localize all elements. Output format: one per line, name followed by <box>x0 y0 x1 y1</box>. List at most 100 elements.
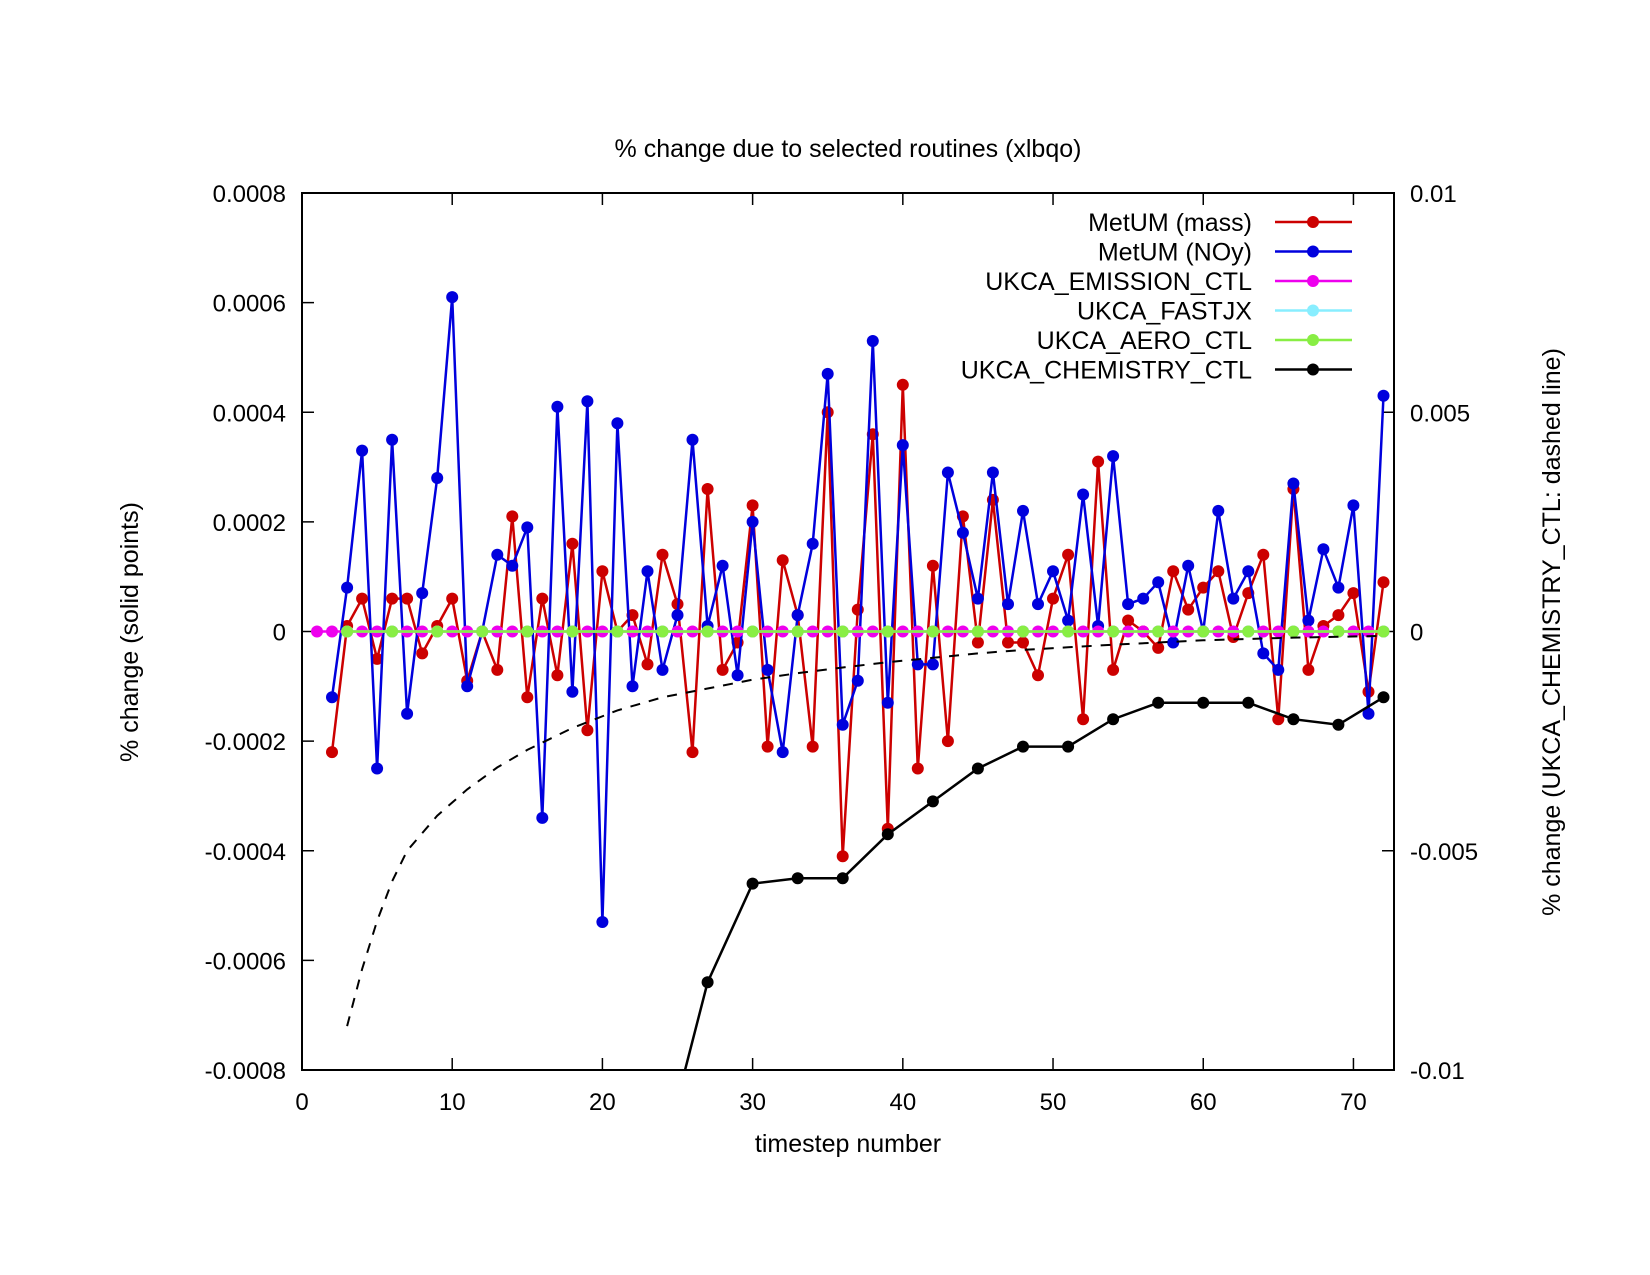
data-point-metum-mass <box>1212 565 1225 578</box>
y2-tick-label: 0.005 <box>1410 400 1470 427</box>
data-point-metum-noy <box>1362 707 1375 720</box>
data-point-ukca-chemistry-ctl <box>926 795 939 808</box>
data-point-metum-noy <box>866 335 879 347</box>
data-point-ukca-aero-ctl <box>611 625 624 638</box>
data-point-metum-noy <box>431 472 444 484</box>
data-point-ukca-chemistry-ctl <box>1017 740 1029 753</box>
data-point-metum-mass <box>1017 636 1029 649</box>
y-tick-label: -0.0006 <box>205 948 286 975</box>
data-point-metum-mass <box>1092 455 1105 468</box>
axis-ticks: 0 10 20 30 40 50 60 70 0.0008 0.0006 0.0004 0.0002 0… <box>205 181 1478 1116</box>
data-point-metum-noy <box>1347 499 1360 512</box>
data-point-ukca-aero-ctl <box>1107 625 1120 638</box>
data-point-metum-noy <box>1227 592 1240 605</box>
data-point-ukca-chemistry-ctl <box>971 762 984 775</box>
data-point-metum-noy <box>611 417 624 430</box>
y2-tick-label: 0.01 <box>1410 181 1457 208</box>
data-point-metum-mass <box>596 565 609 578</box>
data-point-metum-noy <box>1017 504 1029 517</box>
data-point-metum-noy <box>461 680 474 693</box>
data-point-metum-noy <box>326 691 338 704</box>
data-point-metum-noy <box>386 433 399 446</box>
data-point-metum-noy <box>521 521 534 534</box>
legend-label: MetUM (NOy) <box>1098 239 1252 267</box>
legend-marker <box>1307 304 1319 317</box>
data-point-metum-noy <box>941 466 954 479</box>
legend-label: UKCA_AERO_CTL <box>1037 327 1252 355</box>
data-point-metum-noy <box>506 559 519 572</box>
data-point-metum-noy <box>986 466 999 479</box>
data-point-metum-noy <box>566 685 579 698</box>
y-tick-label: -0.0008 <box>205 1058 286 1085</box>
legend-label: UKCA_FASTJX <box>1077 298 1252 326</box>
data-point-metum-noy <box>746 515 759 528</box>
data-point-metum-mass <box>386 592 399 605</box>
series-line-ukca-chemistry-ctl <box>683 696 1385 1070</box>
data-point-metum-noy <box>1137 592 1150 605</box>
y-tick-label: -0.0004 <box>205 839 286 866</box>
x-tick-label: 70 <box>1340 1089 1367 1116</box>
data-point-metum-mass <box>1122 614 1135 627</box>
data-point-ukca-chemistry-ctl <box>1287 713 1300 726</box>
data-point-metum-noy <box>956 526 969 539</box>
data-point-ukca-aero-ctl <box>431 625 444 638</box>
data-point-ukca-chemistry-ctl <box>836 872 849 885</box>
data-point-metum-mass <box>746 499 759 512</box>
data-point-metum-noy <box>1332 581 1345 594</box>
y2-tick-label: 0 <box>1410 620 1423 647</box>
data-point-metum-mass <box>686 746 699 759</box>
y2-tick-label: -0.005 <box>1410 839 1478 866</box>
data-point-metum-noy <box>551 400 564 413</box>
data-point-metum-mass <box>491 663 504 676</box>
data-point-metum-noy <box>851 674 864 687</box>
series-clip-group <box>311 291 1390 1070</box>
data-point-metum-noy <box>491 548 504 561</box>
data-point-ukca-emission-ctl <box>311 625 323 638</box>
data-point-metum-noy <box>1077 488 1090 501</box>
data-point-metum-mass <box>371 652 384 665</box>
data-point-metum-noy <box>761 663 774 676</box>
data-point-ukca-chemistry-ctl <box>746 877 759 890</box>
y-tick-label: 0.0002 <box>213 510 286 537</box>
x-tick-label: 50 <box>1040 1089 1067 1116</box>
data-point-ukca-aero-ctl <box>1062 625 1075 638</box>
data-point-metum-mass <box>1182 603 1195 616</box>
legend-marker <box>1307 363 1319 376</box>
data-point-ukca-aero-ctl <box>926 625 939 638</box>
series-line-dashed-reference <box>346 634 1384 1027</box>
x-axis-label: timestep number <box>755 1130 941 1158</box>
data-point-metum-noy <box>731 669 744 682</box>
data-point-metum-mass <box>1047 592 1059 605</box>
data-point-metum-noy <box>626 680 639 693</box>
data-point-metum-mass <box>1197 581 1210 594</box>
y-tick-label: 0 <box>273 620 286 647</box>
data-point-metum-noy <box>446 291 459 304</box>
data-point-metum-noy <box>656 663 669 676</box>
data-point-metum-noy <box>1107 450 1120 463</box>
data-point-ukca-chemistry-ctl <box>791 872 804 885</box>
data-point-metum-noy <box>926 658 939 671</box>
data-point-metum-mass <box>1062 548 1075 561</box>
data-point-metum-mass <box>401 592 414 605</box>
data-point-ukca-chemistry-ctl <box>1332 718 1345 731</box>
legend-marker <box>1307 216 1319 228</box>
data-point-metum-noy <box>911 658 924 671</box>
x-tick-label: 10 <box>439 1089 466 1116</box>
legend-label: MetUM (mass) <box>1088 209 1252 237</box>
data-point-ukca-aero-ctl <box>476 625 489 638</box>
data-point-metum-mass <box>1257 548 1270 561</box>
legend-marker <box>1307 245 1319 258</box>
x-tick-label: 20 <box>589 1089 616 1116</box>
data-point-metum-mass <box>536 592 549 605</box>
data-point-metum-noy <box>596 916 609 928</box>
data-point-ukca-aero-ctl <box>1197 625 1210 638</box>
data-point-ukca-emission-ctl <box>326 625 338 638</box>
data-point-ukca-aero-ctl <box>386 625 399 638</box>
data-point-metum-mass <box>1302 663 1315 676</box>
data-point-metum-mass <box>1167 565 1180 578</box>
data-point-ukca-chemistry-ctl <box>1152 696 1165 709</box>
data-point-metum-noy <box>1152 576 1165 589</box>
data-point-ukca-aero-ctl <box>341 625 354 638</box>
data-point-metum-noy <box>971 592 984 605</box>
